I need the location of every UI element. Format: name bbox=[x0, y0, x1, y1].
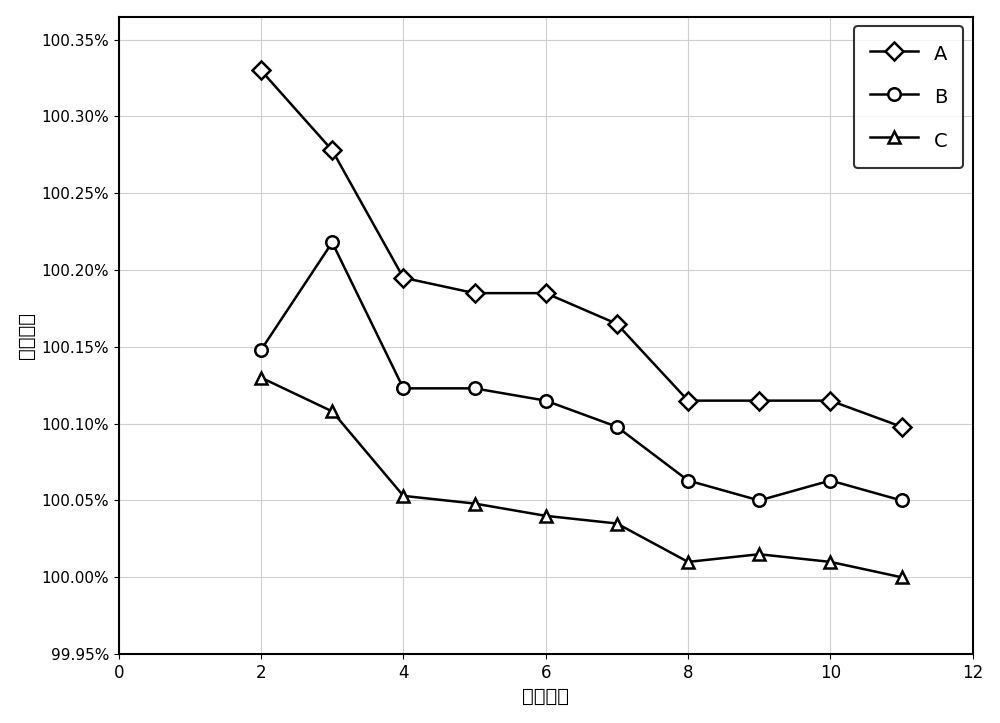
A bbox=[753, 396, 765, 405]
C bbox=[469, 499, 481, 508]
A bbox=[326, 146, 338, 155]
X-axis label: 循环次数: 循环次数 bbox=[522, 688, 569, 706]
A bbox=[469, 288, 481, 297]
A bbox=[255, 66, 267, 74]
B bbox=[397, 384, 409, 393]
B bbox=[469, 384, 481, 393]
B bbox=[255, 346, 267, 354]
A bbox=[682, 396, 694, 405]
C bbox=[255, 373, 267, 382]
A bbox=[824, 396, 836, 405]
B bbox=[540, 396, 552, 405]
C bbox=[611, 519, 623, 528]
Line: C: C bbox=[255, 372, 908, 583]
Line: B: B bbox=[255, 236, 908, 507]
B bbox=[682, 476, 694, 485]
A bbox=[611, 320, 623, 328]
Line: A: A bbox=[255, 64, 908, 433]
C bbox=[753, 550, 765, 559]
C bbox=[540, 511, 552, 520]
C bbox=[896, 573, 908, 581]
A bbox=[397, 273, 409, 282]
B bbox=[326, 238, 338, 247]
C bbox=[326, 407, 338, 416]
B bbox=[753, 496, 765, 505]
Y-axis label: 库伦效率: 库伦效率 bbox=[17, 312, 36, 359]
B bbox=[896, 496, 908, 505]
C bbox=[397, 492, 409, 500]
A bbox=[540, 288, 552, 297]
C bbox=[824, 557, 836, 566]
A bbox=[896, 422, 908, 431]
Legend: A, B, C: A, B, C bbox=[854, 26, 963, 168]
C bbox=[682, 557, 694, 566]
B bbox=[611, 422, 623, 431]
B bbox=[824, 476, 836, 485]
